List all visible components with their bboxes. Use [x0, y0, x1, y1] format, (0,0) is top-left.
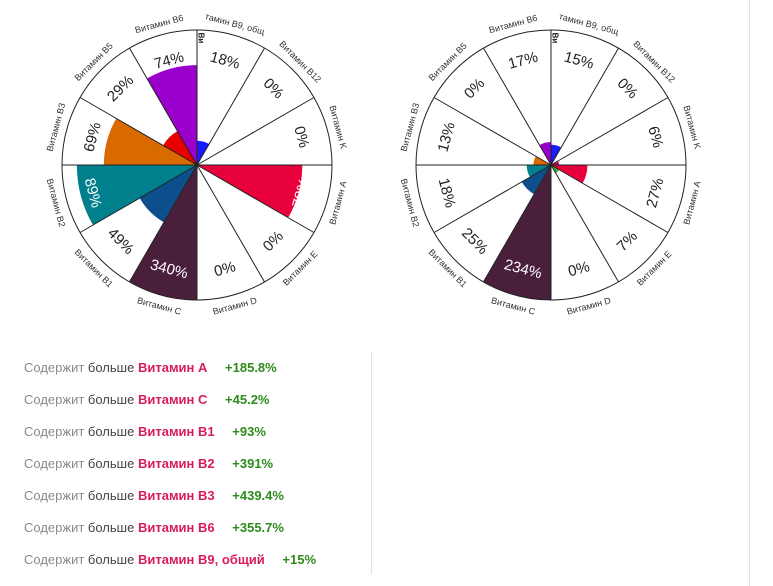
contains-word: Содержит [24, 552, 85, 567]
value-label: 0% [260, 228, 287, 255]
spoke-line [433, 164, 552, 233]
comparison-list: Содержит больше Витамин A +185.8% Содерж… [24, 360, 364, 584]
spoke-line [550, 164, 669, 233]
value-label: 18% [208, 49, 241, 73]
value-label: 17% [506, 49, 539, 73]
contains-word: Содержит [24, 392, 85, 407]
difference-value: +93% [232, 424, 266, 439]
spoke-line [550, 164, 619, 283]
spoke-line [196, 47, 265, 166]
vitamin-name: Витамин B2 [137, 456, 215, 471]
clipped-label: Ви [197, 33, 206, 44]
difference-value: +355.7% [232, 520, 284, 535]
category-label: Витамин E [281, 249, 320, 288]
difference-value: +45.2% [225, 392, 270, 407]
spoke-line [129, 47, 198, 166]
sector-8 [521, 165, 551, 195]
vitamin-name: Витамин C [137, 392, 208, 407]
contains-word: Содержит [24, 520, 85, 535]
value-label: 0% [461, 75, 488, 102]
sector-9 [76, 165, 197, 226]
vitamin-name: Витамин B9, общий [137, 552, 265, 567]
clipped-label: Ви [551, 33, 560, 44]
contains-word: Содержит [24, 360, 85, 375]
value-label: 0% [290, 124, 312, 149]
contains-word: Содержит [24, 424, 85, 439]
compare-row: Содержит больше Витамин B6 +355.7% [24, 520, 364, 552]
contains-word: Содержит [24, 488, 85, 503]
sector-7 [483, 165, 551, 300]
spoke-line [196, 97, 315, 166]
category-label: Витамин B5 [427, 41, 469, 83]
spoke-line [196, 164, 315, 233]
value-label: 0% [566, 258, 591, 280]
difference-value: +391% [232, 456, 274, 471]
more-word: больше [87, 424, 135, 439]
column-divider [371, 352, 372, 574]
vitamin-name: Витамин B3 [137, 488, 215, 503]
sector-4 [197, 165, 303, 218]
more-word: больше [87, 520, 135, 535]
sector-4 [551, 165, 588, 184]
sector-10 [103, 118, 197, 165]
sector-8 [139, 165, 197, 223]
spoke-line [483, 164, 552, 283]
vitamin-name: Витамин A [137, 360, 208, 375]
contains-word: Содержит [24, 456, 85, 471]
value-label: 6% [644, 124, 666, 149]
value-label: 49% [104, 225, 137, 258]
category-label: Витамин B5 [73, 41, 115, 83]
category-label: Витамин B1 [427, 247, 469, 289]
polar-chart-right: 15%0%6%27%7%0%234%25%18%13%0%17%тамин B9… [399, 11, 703, 317]
spoke-line [483, 47, 552, 166]
spoke-line [79, 97, 198, 166]
category-label: тамин B9, общ [204, 11, 266, 37]
sector-7 [129, 165, 197, 300]
value-label: 0% [260, 75, 287, 102]
compare-row: Содержит больше Витамин B9, общий +15% [24, 552, 364, 584]
value-label: 0% [614, 75, 641, 102]
value-label: 18% [435, 176, 459, 209]
category-label: Витамин E [635, 249, 674, 288]
value-label: 25% [458, 225, 491, 258]
compare-row: Содержит больше Витамин B1 +93% [24, 424, 364, 456]
sector-12 [147, 65, 197, 165]
spoke-line [129, 164, 198, 283]
value-label: 29% [104, 72, 137, 105]
vitamin-name: Витамин B1 [137, 424, 215, 439]
spoke-line [79, 164, 198, 233]
compare-row: Содержит больше Витамин B3 +439.4% [24, 488, 364, 520]
vitamin-name: Витамин B6 [137, 520, 215, 535]
more-word: больше [87, 392, 135, 407]
sector-5 [551, 165, 560, 174]
more-word: больше [87, 360, 135, 375]
value-label: 13% [435, 120, 459, 153]
value-label: 69% [81, 120, 105, 153]
spoke-line [550, 97, 669, 166]
difference-value: +15% [282, 552, 317, 567]
compare-row: Содержит больше Витамин C +45.2% [24, 392, 364, 424]
value-label: 0% [212, 258, 237, 280]
difference-value: +439.4% [232, 488, 284, 503]
compare-row: Содержит больше Витамин A +185.8% [24, 360, 364, 392]
polar-chart-left: 18%0%0%78%0%0%340%49%89%69%29%74%тамин B… [45, 11, 349, 317]
compare-row: Содержит больше Витамин B2 +391% [24, 456, 364, 488]
more-word: больше [87, 488, 135, 503]
value-label: 15% [562, 49, 595, 73]
right-edge-divider [749, 0, 750, 586]
spoke-line [550, 47, 619, 166]
category-label: Витамин B1 [73, 247, 115, 289]
more-word: больше [87, 552, 135, 567]
category-label: тамин B9, общ [558, 11, 620, 37]
spoke-line [196, 164, 265, 283]
value-label: 7% [614, 228, 641, 255]
spoke-line [433, 97, 552, 166]
more-word: больше [87, 456, 135, 471]
difference-value: +185.8% [225, 360, 277, 375]
value-label: 27% [643, 176, 667, 209]
sector-11 [163, 131, 197, 165]
